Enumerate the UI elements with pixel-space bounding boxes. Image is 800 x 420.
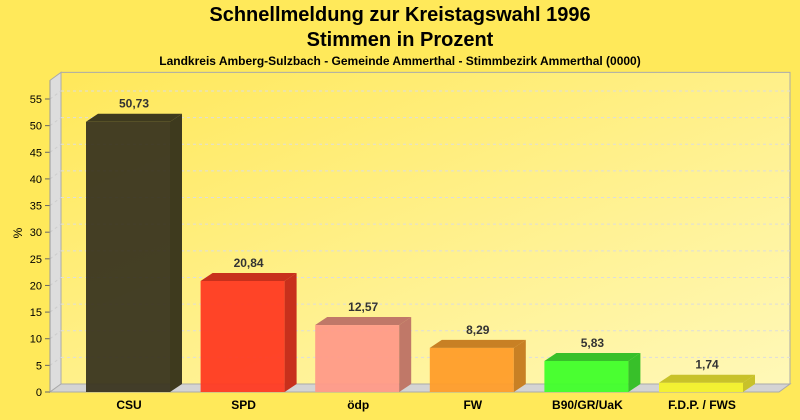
y-tick-label: 25 <box>30 254 42 266</box>
data-label: 5,83 <box>581 336 605 350</box>
bar-front <box>86 121 170 393</box>
gridline-side <box>49 330 62 340</box>
y-tick-label: 10 <box>30 334 42 346</box>
data-label: 12,57 <box>348 300 378 314</box>
bar-side <box>628 352 641 392</box>
bar-fw: 8,29 FW <box>429 323 526 412</box>
bar-top <box>544 352 641 361</box>
gridline-side <box>49 250 62 260</box>
gridline-side <box>49 117 62 127</box>
bar-side <box>399 317 412 392</box>
bar-csu: 50,73 CSU <box>86 97 182 412</box>
y-tick-label: 20 <box>30 280 42 292</box>
x-tick-label: CSU <box>116 398 141 412</box>
chart-subsubtitle: Landkreis Amberg-Sulzbach - Gemeinde Amm… <box>159 54 641 68</box>
chart-subtitle: Stimmen in Prozent <box>306 29 494 51</box>
bar-front <box>544 360 629 392</box>
gridline-side <box>49 143 62 153</box>
bar-top <box>200 272 297 281</box>
x-tick-label: F.D.P. / FWS <box>668 398 736 412</box>
data-label: 20,84 <box>234 256 264 270</box>
bar-side <box>284 272 297 392</box>
data-label: 8,29 <box>466 323 490 337</box>
y-tick-label: 40 <box>30 174 42 186</box>
left-wall <box>49 71 62 393</box>
x-tick-label: B90/GR/UaK <box>552 398 623 412</box>
bar--dp: 12,57 ödp <box>315 300 412 412</box>
gridline-side <box>49 197 62 206</box>
y-axis-label: % <box>11 227 25 238</box>
y-tick-label: 30 <box>30 227 42 239</box>
gridline-side <box>49 223 62 233</box>
y-tick-label: 15 <box>30 307 42 319</box>
data-label: 50,73 <box>119 97 149 111</box>
y-tick-label: 35 <box>30 201 42 213</box>
gridline-side <box>49 170 62 180</box>
bar-top <box>659 374 755 383</box>
y-tick-label: 45 <box>30 147 42 159</box>
bar-side <box>743 374 755 392</box>
gridline-side <box>49 277 62 286</box>
bar-top <box>315 317 412 326</box>
bar-front <box>429 347 514 392</box>
data-label: 1,74 <box>695 358 719 372</box>
bar-side <box>170 113 182 393</box>
y-tick-label: 0 <box>36 387 42 399</box>
y-tick-label: 5 <box>36 360 42 372</box>
chart-title: Schnellmeldung zur Kreistagswahl 1996 <box>209 4 591 26</box>
back-wall <box>60 71 791 385</box>
bar-top <box>429 339 526 348</box>
x-tick-label: FW <box>463 398 482 412</box>
x-tick-label: ödp <box>347 398 369 412</box>
bar-b90-gr-uak: 5,83 B90/GR/UaK <box>544 336 641 412</box>
bar-front <box>659 382 743 392</box>
bar-front <box>315 325 400 392</box>
bar-top <box>86 113 182 122</box>
gridline-side <box>49 356 62 366</box>
gridline-side <box>49 90 62 100</box>
bar-spd: 20,84 SPD <box>200 256 297 412</box>
bar-front <box>200 280 285 392</box>
y-tick-label: 55 <box>30 94 42 106</box>
bar-f-d-p-fws: 1,74 F.D.P. / FWS <box>659 358 755 412</box>
bar-side <box>513 339 526 392</box>
y-tick-label: 50 <box>30 121 42 133</box>
x-tick-label: SPD <box>231 398 256 412</box>
gridline-side <box>49 303 62 313</box>
